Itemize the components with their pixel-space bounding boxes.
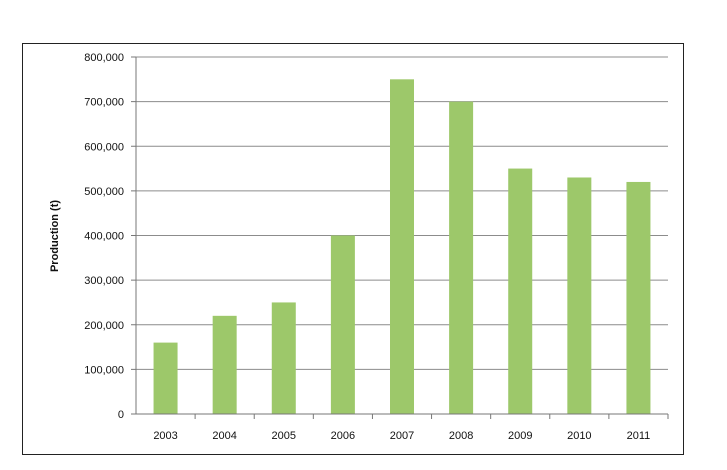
- x-tick-label-2004: 2004: [212, 430, 236, 442]
- y-tick-label: 200,000: [84, 320, 124, 332]
- bar-2006: [330, 235, 355, 414]
- bar-2004: [212, 315, 237, 414]
- bar-2005: [271, 302, 296, 414]
- bar-2010: [567, 177, 592, 414]
- x-tick-label-2003: 2003: [153, 430, 177, 442]
- y-tick-label: 100,000: [84, 364, 124, 376]
- y-tick-label: 600,000: [84, 141, 124, 153]
- y-tick-label: 300,000: [84, 275, 124, 287]
- y-tick-label: 500,000: [84, 186, 124, 198]
- y-tick-label: 700,000: [84, 97, 124, 109]
- x-tick-label-2007: 2007: [390, 430, 414, 442]
- bar-2011: [626, 181, 651, 414]
- x-tick-label-2006: 2006: [331, 430, 355, 442]
- x-tick-labels: 2003 2004 2005 2006 2007 2008 2009 2010 2011: [153, 430, 650, 442]
- x-tick-label-2008: 2008: [449, 430, 473, 442]
- x-tick-label-2010: 2010: [567, 430, 591, 442]
- y-tick-label: 0: [118, 409, 124, 421]
- bar-2008: [449, 101, 474, 414]
- bar-2009: [508, 168, 533, 414]
- bars: [153, 79, 651, 414]
- bar-2007: [390, 79, 414, 414]
- x-tick-label-2005: 2005: [272, 430, 296, 442]
- y-tick-labels: 0 100,000 200,000 300,000 400,000 500,000 600,…: [84, 52, 124, 421]
- x-tick-label-2009: 2009: [508, 430, 532, 442]
- y-tick-label: 800,000: [84, 52, 124, 64]
- x-tick-label-2011: 2011: [627, 430, 651, 442]
- y-tick-label: 400,000: [84, 231, 124, 243]
- axes: [131, 56, 669, 419]
- y-axis-label: Production (t): [49, 200, 61, 272]
- bar-2003: [153, 342, 178, 414]
